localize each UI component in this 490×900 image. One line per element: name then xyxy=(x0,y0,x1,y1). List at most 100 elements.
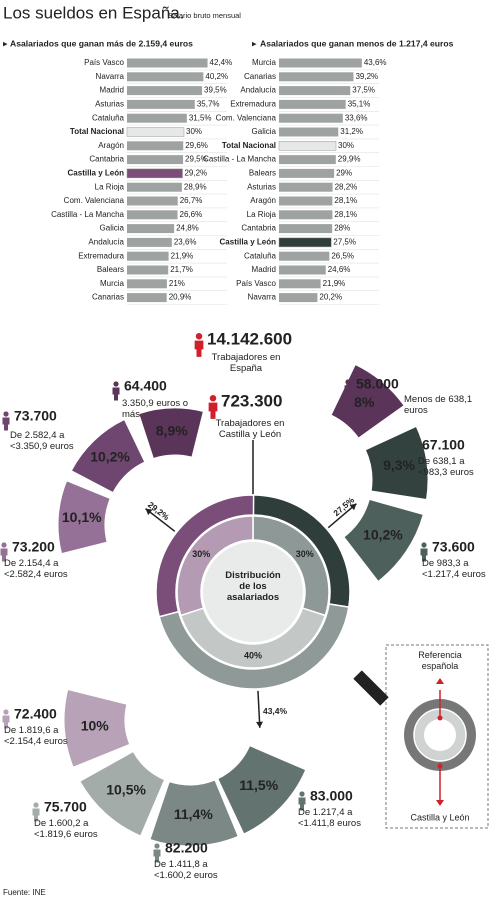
value-label: 28,1% xyxy=(334,196,357,205)
key-dot xyxy=(437,763,443,769)
category-label: Madrid xyxy=(252,265,276,274)
value-label: 29,9% xyxy=(338,155,361,164)
bar xyxy=(279,58,362,68)
salary-range: De 1.217,4 a <1.411,8 euros xyxy=(298,807,361,829)
value-label: 28,9% xyxy=(184,182,207,191)
value-label: 23,6% xyxy=(174,238,197,247)
worker-count: 83.000 xyxy=(310,788,353,804)
person-icon xyxy=(209,395,217,402)
person-icon xyxy=(2,417,10,431)
bar xyxy=(278,237,332,248)
value-label: 42,4% xyxy=(210,58,233,67)
value-label: 24,6% xyxy=(328,265,351,274)
bar-chart-title: Asalariados que ganan más de 2.159,4 eur… xyxy=(10,38,193,48)
value-label: 24,8% xyxy=(176,224,199,233)
page-title: Los sueldos en España. xyxy=(3,3,184,22)
person-icon xyxy=(194,340,204,357)
value-label: 28% xyxy=(334,224,350,233)
bar xyxy=(279,224,333,234)
category-label: Castilla y León xyxy=(220,238,277,247)
bullet: ▸ xyxy=(252,38,257,48)
bar xyxy=(127,279,167,289)
key-dot xyxy=(437,715,443,721)
category-label: Castilla y León xyxy=(68,169,125,178)
category-label: Aragón xyxy=(98,141,124,150)
person-icon xyxy=(411,440,417,446)
bar xyxy=(127,141,184,151)
bar xyxy=(127,237,172,247)
bar xyxy=(279,86,351,96)
value-label: 30% xyxy=(338,141,354,150)
category-label: Aragón xyxy=(250,196,276,205)
segment-label: 10,1% xyxy=(62,509,102,525)
bar xyxy=(279,210,333,220)
worker-count: 73.700 xyxy=(14,408,57,424)
person-icon xyxy=(344,385,352,399)
value-label: 29,2% xyxy=(184,169,207,178)
bar xyxy=(279,251,330,261)
value-label: 35,1% xyxy=(348,100,371,109)
salary-range: De 1.411,8 a <1.600,2 euros xyxy=(154,859,218,881)
source: Fuente: INE xyxy=(3,888,46,897)
worker-count: 82.200 xyxy=(165,840,208,856)
segment-label: 9,3% xyxy=(383,457,415,473)
worker-count: 72.400 xyxy=(14,706,57,722)
segment-label: 11,4% xyxy=(174,806,213,822)
national-label: 40% xyxy=(244,650,262,660)
bar xyxy=(127,196,178,206)
category-label: Cantabria xyxy=(241,224,276,233)
value-label: 21,9% xyxy=(171,251,194,260)
bullet: ▸ xyxy=(3,38,8,48)
bar xyxy=(127,72,204,82)
worker-count: 64.400 xyxy=(124,378,167,394)
category-label: Cantabria xyxy=(89,155,124,164)
worker-count: 73.200 xyxy=(12,539,55,555)
bar xyxy=(278,141,337,151)
value-label: 35,7% xyxy=(197,100,220,109)
value-label: 26,7% xyxy=(180,196,203,205)
segment-wedge xyxy=(57,480,111,555)
category-label: Total Nacional xyxy=(222,141,276,150)
group-arrow-head xyxy=(256,721,264,728)
bar xyxy=(127,99,195,109)
bar xyxy=(127,58,208,68)
bar xyxy=(127,210,178,220)
bar xyxy=(127,251,169,261)
person-icon xyxy=(3,411,9,417)
bar xyxy=(127,113,187,123)
person-icon xyxy=(298,797,306,811)
bar xyxy=(279,168,335,178)
segment-wedge xyxy=(149,779,239,847)
category-label: Murcia xyxy=(100,279,125,288)
category-label: Canarias xyxy=(244,72,276,81)
salary-range: 3.350,9 euros o más xyxy=(122,398,189,420)
headline-count: 14.142.600 xyxy=(207,329,292,348)
group-arrow xyxy=(327,503,357,529)
key-arrow-head xyxy=(436,800,444,806)
person-icon xyxy=(208,402,218,419)
bar xyxy=(127,265,169,275)
segment-wedge xyxy=(217,745,307,835)
bar xyxy=(279,196,333,206)
value-label: 39,2% xyxy=(355,72,378,81)
key-arrow-head xyxy=(436,678,444,684)
segment-wedge xyxy=(138,407,204,460)
category-label: Extremadura xyxy=(230,100,276,109)
value-label: 21% xyxy=(169,279,185,288)
value-label: 31,5% xyxy=(189,113,212,122)
bar xyxy=(127,224,175,234)
category-label: Cataluña xyxy=(92,113,125,122)
person-icon xyxy=(0,548,8,562)
bar xyxy=(127,182,182,192)
donut-title: Distribución de los asalariados xyxy=(225,570,281,603)
category-label: Extremadura xyxy=(78,251,124,260)
category-label: Murcia xyxy=(252,58,277,67)
value-label: 31,2% xyxy=(340,127,363,136)
person-icon xyxy=(3,709,9,715)
bar xyxy=(126,127,185,137)
bar xyxy=(279,72,354,82)
bar xyxy=(279,293,318,303)
worker-count: 58.000 xyxy=(356,376,399,392)
key-outer-label: Referencia española xyxy=(418,650,462,671)
value-label: 21,7% xyxy=(170,265,193,274)
